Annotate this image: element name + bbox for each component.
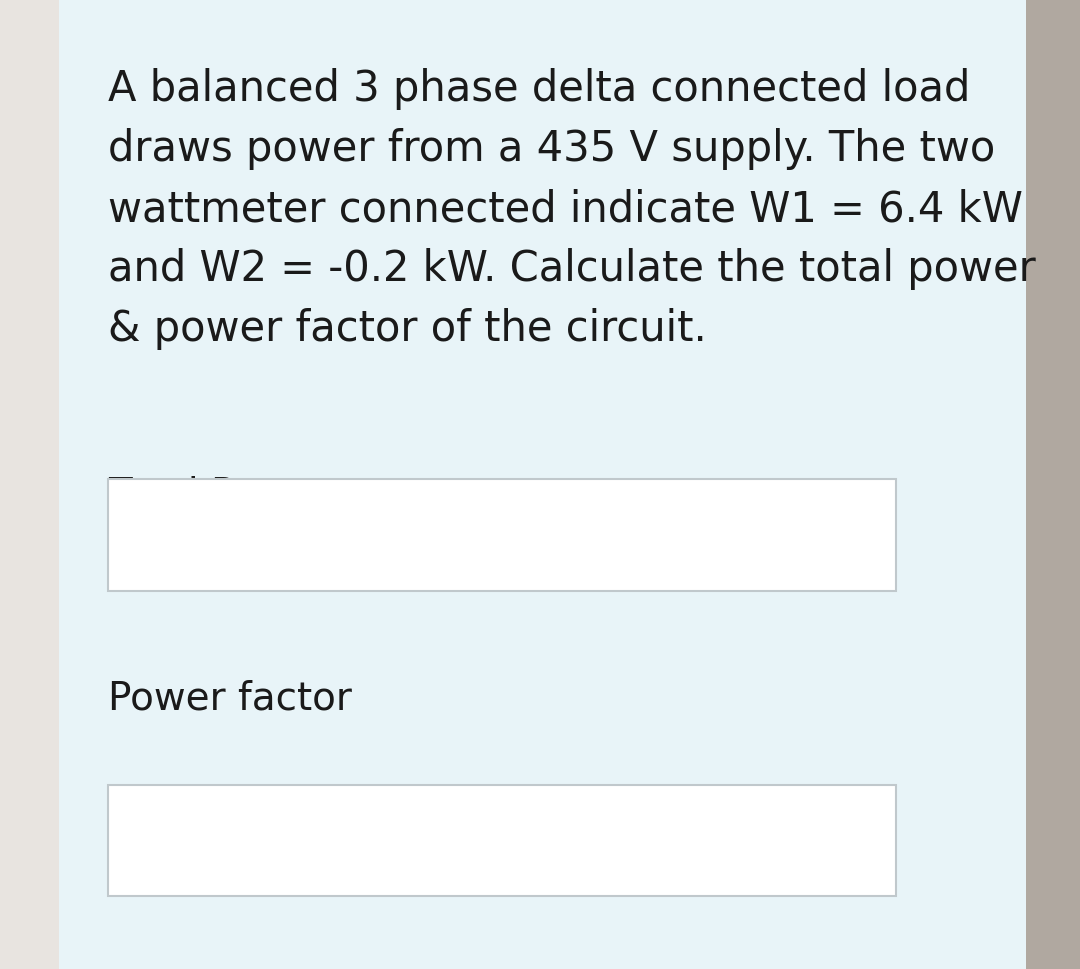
Bar	[1026, 0, 1080, 969]
Text: Total Power: Total Power	[108, 475, 328, 513]
Bar	[59, 0, 1026, 969]
Bar	[108, 480, 896, 591]
Text: A balanced 3 phase delta connected load
draws power from a 435 V supply. The two: A balanced 3 phase delta connected load …	[108, 68, 1036, 350]
Bar	[108, 785, 896, 896]
Text: Power factor: Power factor	[108, 678, 352, 716]
